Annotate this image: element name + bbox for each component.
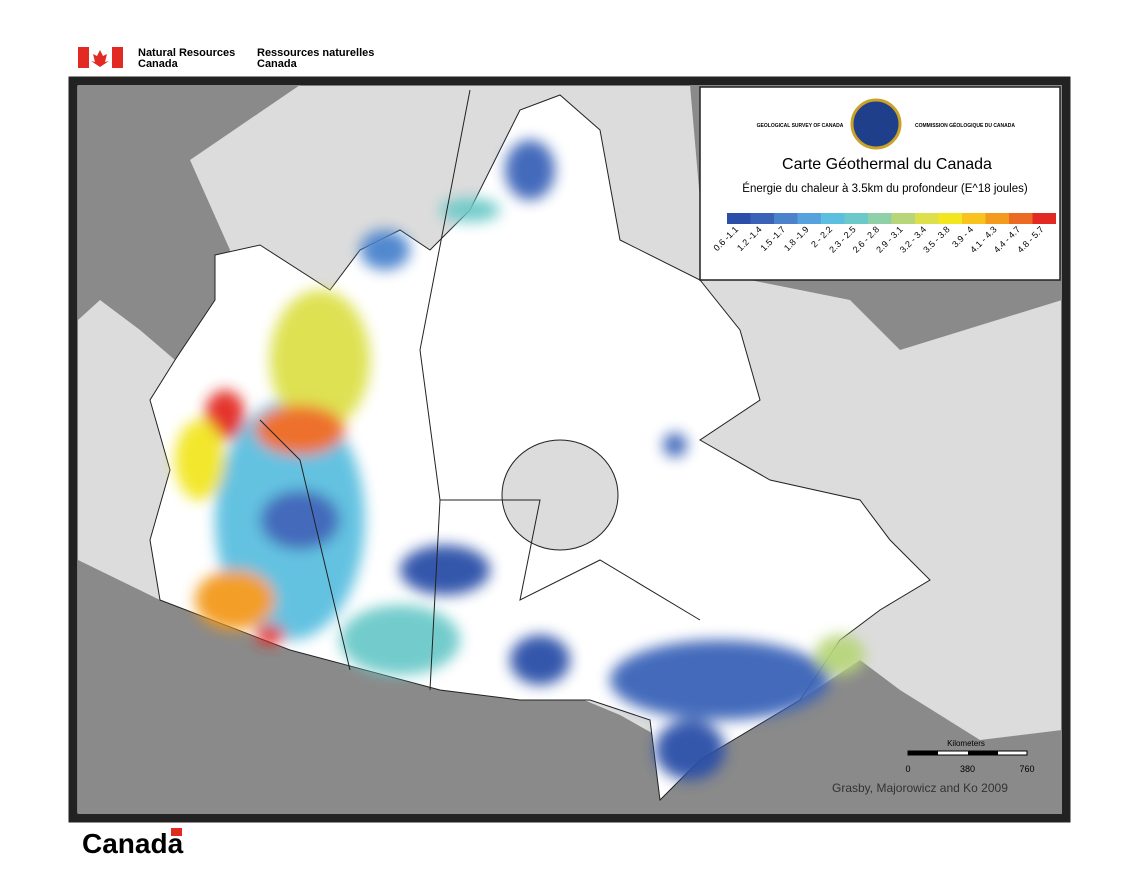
scale-tick-label: 760 (1019, 764, 1034, 774)
agency-en: GEOLOGICAL SURVEY OF CANADA (757, 123, 844, 129)
wordmark: Canada (82, 828, 184, 859)
flag-logo (78, 47, 123, 68)
legend: GEOLOGICAL SURVEY OF CANADA COMMISSION G… (699, 86, 1061, 281)
legend-title: Carte Géothermal du Canada (782, 156, 992, 173)
legend-swatch (821, 213, 845, 224)
agency-fr: COMMISSION GÉOLOGIQUE DU CANADA (915, 121, 1015, 129)
wordmark-flag (171, 828, 182, 836)
legend-swatch (750, 213, 774, 224)
header-fr: Ressources naturelles (257, 47, 374, 59)
scale-bar: Kilometers 0 380 760 (905, 739, 1034, 774)
legend-swatch (891, 213, 915, 224)
legend-swatch (797, 213, 821, 224)
header-en: Canada (138, 58, 179, 70)
legend-swatch (938, 213, 962, 224)
scale-tick-label: 0 (905, 764, 910, 774)
legend-swatch (727, 213, 751, 224)
legend-swatch (1009, 213, 1033, 224)
legend-swatch (868, 213, 892, 224)
legend-subtitle: Énergie du chaleur à 3.5km du profondeur… (742, 182, 1028, 195)
scale-title: Kilometers (947, 739, 985, 748)
legend-swatch (962, 213, 986, 224)
legend-swatch (774, 213, 798, 224)
scale-tick-label: 380 (960, 764, 975, 774)
legend-swatch (1032, 213, 1056, 224)
legend-swatch (915, 213, 939, 224)
legend-swatch (985, 213, 1009, 224)
header-en: Natural Resources (138, 47, 235, 59)
legend-swatch (844, 213, 868, 224)
header-fr: Canada (257, 58, 298, 70)
credit: Grasby, Majorowicz and Ko 2009 (832, 781, 1008, 795)
